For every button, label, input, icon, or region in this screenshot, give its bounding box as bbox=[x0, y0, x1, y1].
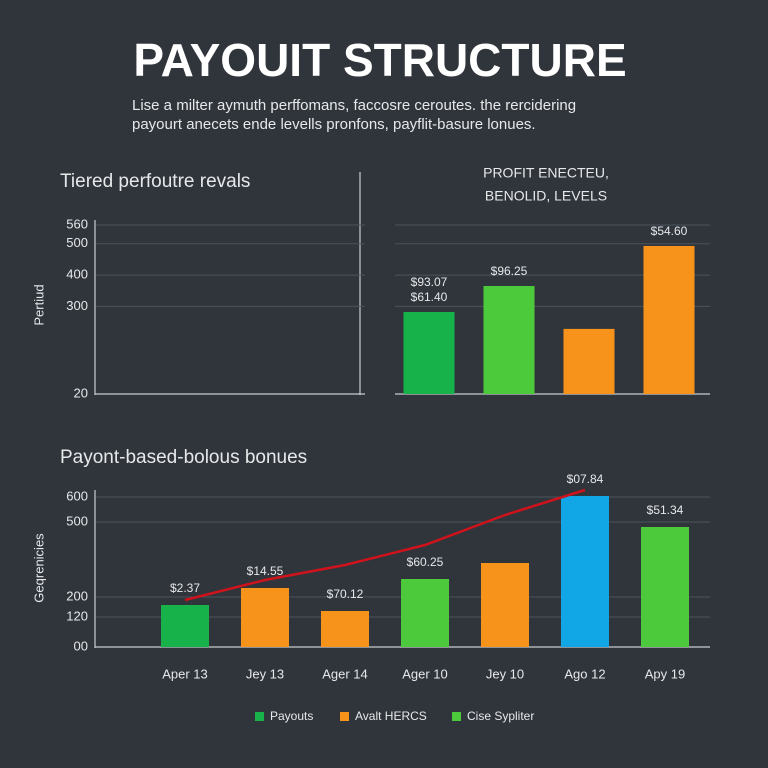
value-label: $14.55 bbox=[247, 564, 284, 578]
x-tick-label: Ager 10 bbox=[402, 666, 448, 681]
value-label: $96.25 bbox=[491, 264, 528, 278]
value-label: $51.34 bbox=[647, 503, 684, 517]
y-tick-label: 500 bbox=[66, 513, 88, 528]
legend-swatch bbox=[255, 712, 264, 721]
bar bbox=[321, 611, 369, 647]
legend-swatch bbox=[452, 712, 461, 721]
y-tick-label: 400 bbox=[66, 267, 88, 282]
x-tick-label: Jey 10 bbox=[486, 666, 524, 681]
value-label: $93.07 bbox=[411, 275, 448, 289]
value-label: $54.60 bbox=[651, 224, 688, 238]
y-tick-label: 600 bbox=[66, 488, 88, 503]
value-label: $61.40 bbox=[411, 290, 448, 304]
y-tick-label: 00 bbox=[74, 638, 88, 653]
panel-title: Payont-based-bolous bonues bbox=[60, 447, 307, 468]
bar bbox=[483, 286, 535, 394]
y-tick-label: 120 bbox=[66, 608, 88, 623]
legend-swatch bbox=[340, 712, 349, 721]
bar bbox=[563, 328, 615, 394]
y-axis-label: Geqrenicies bbox=[31, 533, 46, 603]
panel-title: Tiered perfoutre revals bbox=[60, 171, 250, 192]
subtitle: Lise a milter aymuth perffomans, faccosr… bbox=[132, 97, 576, 114]
bar bbox=[481, 563, 529, 647]
x-tick-label: Apy 19 bbox=[645, 666, 685, 681]
legend-label: Payouts bbox=[270, 709, 313, 723]
y-tick-label: 200 bbox=[66, 588, 88, 603]
value-label: $2.37 bbox=[170, 581, 200, 595]
bar bbox=[403, 312, 455, 394]
x-tick-label: Ager 14 bbox=[322, 666, 368, 681]
legend-label: Cise Sypliter bbox=[467, 709, 534, 723]
y-tick-label: 20 bbox=[74, 385, 88, 400]
bar bbox=[641, 527, 689, 647]
trend-line bbox=[184, 488, 586, 602]
x-tick-label: Jey 13 bbox=[246, 666, 284, 681]
panel-title: PROFIT ENECTEU, bbox=[483, 165, 609, 181]
title: PAYOUIT STRUCTURE bbox=[133, 34, 626, 86]
value-label: $60.25 bbox=[407, 555, 444, 569]
x-tick-label: Aper 13 bbox=[162, 666, 208, 681]
x-tick-label: Ago 12 bbox=[564, 666, 605, 681]
panel-title: BENOLID, LEVELS bbox=[485, 188, 607, 204]
subtitle: payourt anecets ende levells pronfons, p… bbox=[132, 116, 536, 133]
bar bbox=[561, 496, 609, 647]
bar bbox=[643, 245, 695, 394]
bar bbox=[241, 588, 289, 647]
y-axis-label: Pertiud bbox=[31, 284, 46, 325]
value-label: $70.12 bbox=[327, 587, 364, 601]
bar bbox=[161, 605, 209, 647]
bar bbox=[401, 579, 449, 647]
y-tick-label: 500 bbox=[66, 235, 88, 250]
y-tick-label: 300 bbox=[66, 298, 88, 313]
legend-label: Avalt HERCS bbox=[355, 709, 427, 723]
y-tick-label: 560 bbox=[66, 216, 88, 231]
value-label: $07.84 bbox=[567, 472, 604, 486]
